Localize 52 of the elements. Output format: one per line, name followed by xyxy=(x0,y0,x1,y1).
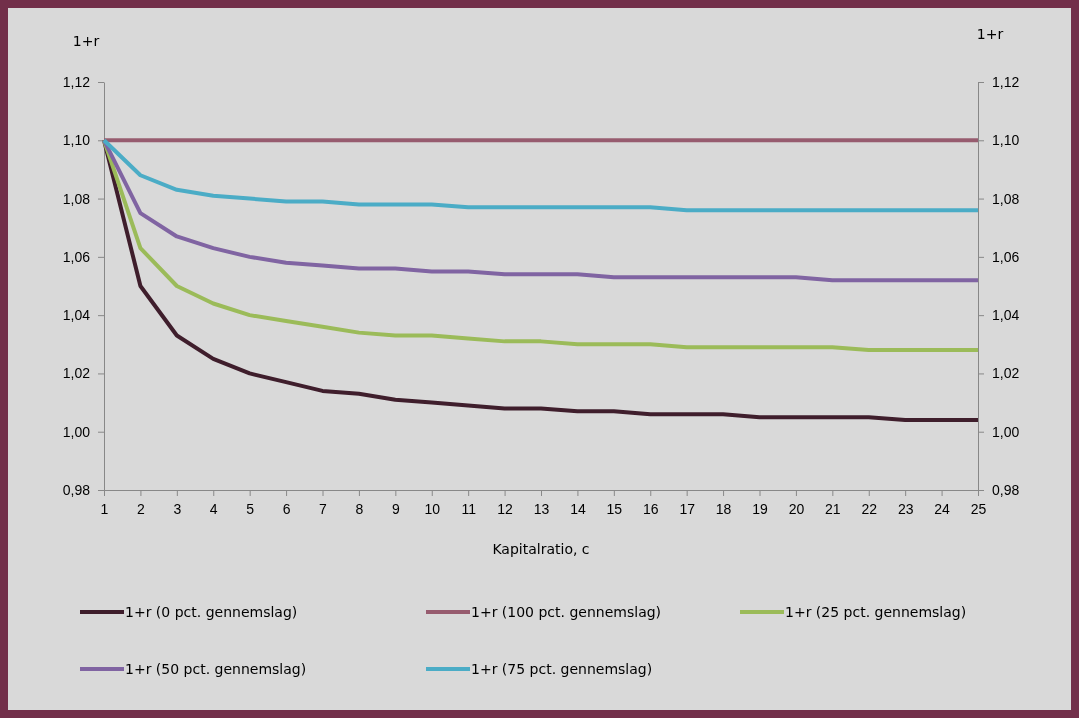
legend-label: 1+r (25 pct. gennemslag) xyxy=(785,604,967,620)
y-tick-label: 1,04 xyxy=(62,307,91,324)
x-tick-label: 1 xyxy=(100,500,109,517)
x-tick-label: 12 xyxy=(497,500,514,517)
x-tick-label: 5 xyxy=(246,500,255,517)
legend-label: 1+r (0 pct. gennemslag) xyxy=(125,604,298,620)
y-tick-label: 1,08 xyxy=(62,190,91,207)
x-tick-label: 7 xyxy=(319,500,328,517)
x-tick-label: 22 xyxy=(861,500,878,517)
x-tick-label: 18 xyxy=(715,500,732,517)
y2-axis-title: 1+r xyxy=(976,26,1004,42)
x-tick-label: 25 xyxy=(970,500,987,517)
y-tick-label: 1,10 xyxy=(62,132,91,149)
x-tick-label: 17 xyxy=(679,500,696,517)
y-axis-title: 1+r xyxy=(72,33,100,49)
y2-tick-label: 1,00 xyxy=(992,423,1020,440)
y-tick-label: 1,12 xyxy=(62,73,91,90)
y2-tick-label: 1,10 xyxy=(992,132,1020,149)
x-tick-label: 15 xyxy=(606,500,623,517)
line-series xyxy=(102,138,980,213)
y2-tick-label: 1,08 xyxy=(992,190,1020,207)
y-tick-label: 1,02 xyxy=(62,365,91,382)
x-tick-label: 9 xyxy=(391,500,400,517)
x-axis-title: Kapitalratio, c xyxy=(492,541,590,557)
x-tick-label: 24 xyxy=(934,500,951,517)
x-tick-label: 13 xyxy=(533,500,550,517)
line-series xyxy=(102,138,980,283)
x-tick-label: 21 xyxy=(825,500,841,517)
line-series xyxy=(102,138,980,353)
x-tick-label: 11 xyxy=(461,500,477,517)
y2-tick-label: 1,06 xyxy=(992,248,1020,265)
x-tick-label: 4 xyxy=(209,500,218,517)
y-tick-label: 1,00 xyxy=(62,423,91,440)
y2-tick-label: 1,12 xyxy=(992,73,1020,90)
x-tick-label: 3 xyxy=(173,500,182,517)
legend-label: 1+r (50 pct. gennemslag) xyxy=(125,661,307,677)
x-tick-label: 6 xyxy=(282,500,291,517)
y2-tick-label: 0,98 xyxy=(992,481,1020,498)
x-tick-label: 23 xyxy=(897,500,914,517)
y2-tick-label: 1,04 xyxy=(992,307,1020,324)
x-tick-label: 2 xyxy=(137,500,146,517)
x-tick-label: 14 xyxy=(570,500,586,517)
x-tick-label: 16 xyxy=(642,500,659,517)
x-tick-label: 10 xyxy=(424,500,441,517)
x-tick-label: 8 xyxy=(355,500,364,517)
x-tick-label: 20 xyxy=(788,500,805,517)
legend-label: 1+r (75 pct. gennemslag) xyxy=(471,661,653,677)
legend-label: 1+r (100 pct. gennemslag) xyxy=(471,604,662,620)
y2-tick-label: 1,02 xyxy=(992,365,1020,382)
y-tick-label: 1,06 xyxy=(62,248,91,265)
y-tick-label: 0,98 xyxy=(62,481,91,498)
x-tick-label: 19 xyxy=(752,500,768,517)
